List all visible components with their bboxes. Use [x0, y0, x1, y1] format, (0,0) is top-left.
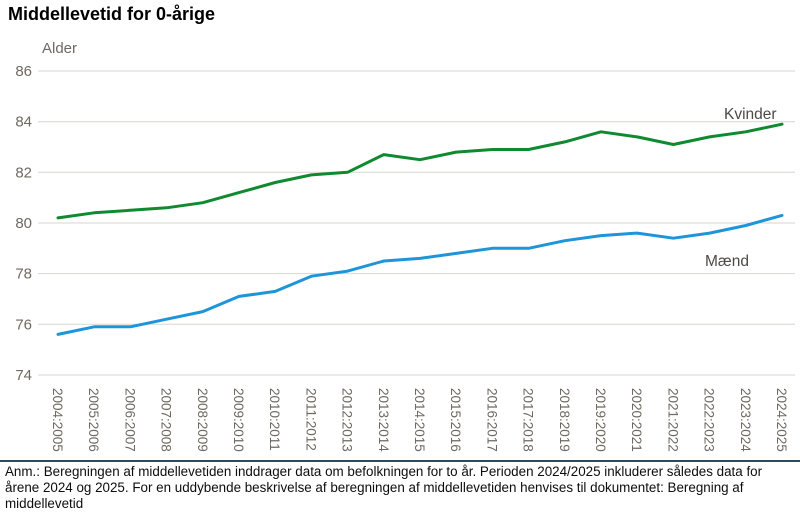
x-tick-label: 2013:2014 — [376, 388, 391, 452]
chart-title: Middellevetid for 0-årige — [8, 4, 216, 24]
x-tick-label: 2012:2013 — [340, 388, 355, 452]
series-line-kvinder — [56, 122, 784, 220]
x-tick-label: 2017:2018 — [521, 388, 536, 452]
x-tick-label: 2022:2023 — [702, 388, 717, 452]
y-tick-label: 78 — [15, 266, 32, 283]
x-tick-label: 2010:2011 — [267, 388, 282, 451]
y-tick-label: 84 — [15, 114, 32, 131]
footnote-text: Anm.: Beregningen af middellevetiden ind… — [5, 464, 763, 511]
y-tick-label: 76 — [15, 316, 32, 333]
x-tick-label: 2014:2015 — [412, 388, 427, 452]
x-tick-label: 2009:2010 — [231, 388, 246, 452]
x-tick-label: 2018:2019 — [557, 388, 572, 452]
x-tick-label: 2024:2025 — [774, 388, 789, 452]
x-tick-label: 2011:2012 — [303, 388, 318, 451]
line-chart: 86 84 82 80 78 76 74 Alder 2004:2005 2005:2006 200… — [15, 40, 795, 452]
x-tick-label: 2020:2021 — [629, 388, 644, 452]
footer-divider — [0, 460, 800, 462]
x-tick-label: 2021:2022 — [665, 388, 680, 452]
series-label-maend: Mænd — [705, 253, 749, 270]
x-tick-label: 2019:2020 — [593, 388, 608, 452]
x-tick-label: 2008:2009 — [195, 388, 210, 452]
y-axis-title: Alder — [42, 40, 77, 57]
x-tick-label: 2004:2005 — [50, 388, 65, 452]
x-tick-label: 2016:2017 — [484, 388, 499, 452]
y-tick-label: 74 — [15, 367, 32, 384]
x-tick-label: 2015:2016 — [448, 388, 463, 452]
x-tick-label: 2023:2024 — [738, 388, 753, 452]
series-line-maend — [56, 213, 784, 336]
y-tick-label: 82 — [15, 164, 32, 181]
series-label-kvinder: Kvinder — [724, 106, 777, 123]
x-tick-label: 2005:2006 — [86, 388, 101, 452]
y-tick-label: 86 — [15, 63, 32, 80]
x-tick-label: 2006:2007 — [122, 388, 137, 452]
x-tick-label: 2007:2008 — [159, 388, 174, 452]
y-tick-label: 80 — [15, 215, 32, 232]
